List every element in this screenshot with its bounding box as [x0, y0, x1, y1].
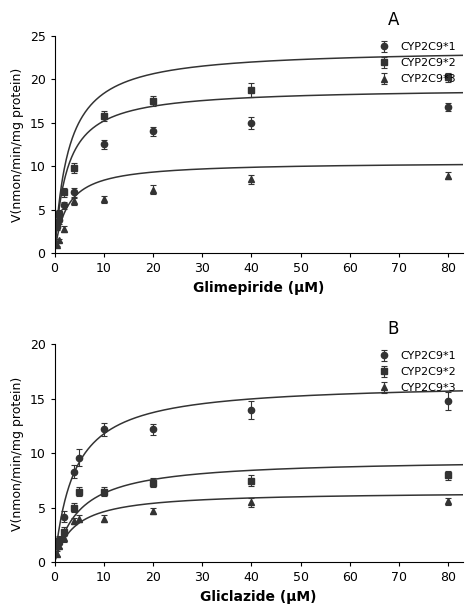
Text: B: B [388, 320, 399, 338]
X-axis label: Glimepiride (μM): Glimepiride (μM) [193, 281, 324, 295]
Y-axis label: V(nmon/min/mg protein): V(nmon/min/mg protein) [11, 376, 24, 531]
X-axis label: Gliclazide (μM): Gliclazide (μM) [201, 590, 317, 604]
Legend: CYP2C9*1, CYP2C9*2, CYP2C9*3: CYP2C9*1, CYP2C9*2, CYP2C9*3 [368, 347, 461, 398]
Text: A: A [388, 11, 399, 29]
Y-axis label: V(nmon/min/mg protein): V(nmon/min/mg protein) [11, 68, 24, 221]
Legend: CYP2C9*1, CYP2C9*2, CYP2C9*3: CYP2C9*1, CYP2C9*2, CYP2C9*3 [368, 38, 461, 89]
